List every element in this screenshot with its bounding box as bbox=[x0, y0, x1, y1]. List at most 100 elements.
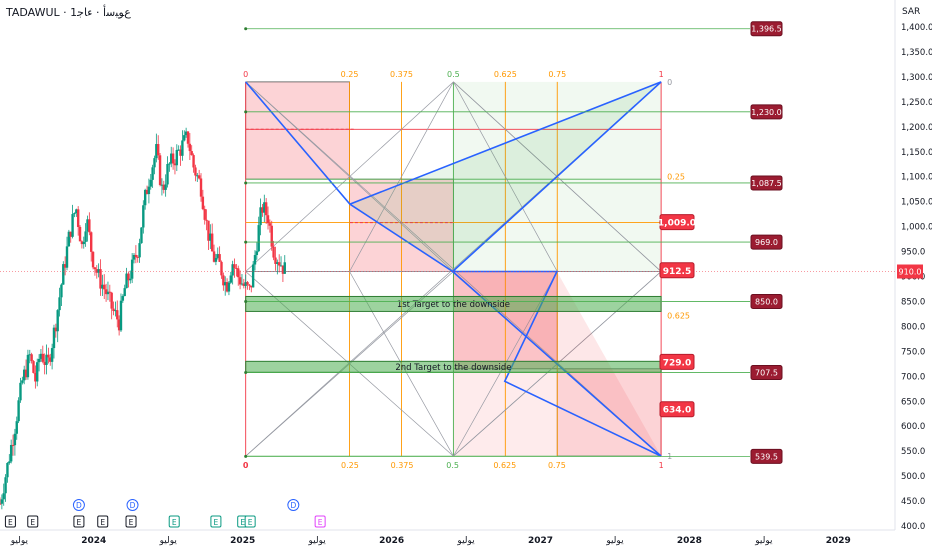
candle-body bbox=[199, 178, 203, 197]
currency-label: SAR bbox=[902, 7, 921, 17]
candle-body bbox=[240, 283, 244, 285]
candle-body bbox=[171, 153, 175, 164]
x-tick-label: يوليو bbox=[308, 536, 327, 546]
price-label-box bbox=[659, 353, 695, 370]
candle-body bbox=[179, 149, 182, 156]
fib-top-label: 0.375 bbox=[390, 70, 413, 79]
x-tick-label: 2028 bbox=[677, 536, 702, 546]
candle-body bbox=[158, 155, 162, 185]
candle-body bbox=[227, 282, 231, 292]
y-tick-label: 1,150.0 bbox=[901, 148, 932, 158]
price-label-text: 634.0 bbox=[663, 406, 691, 416]
candle-body bbox=[218, 254, 221, 262]
candle-body bbox=[170, 153, 173, 164]
y-tick-label: 1,200.0 bbox=[901, 123, 932, 133]
earnings-marker-letter: E bbox=[248, 518, 253, 527]
candle-body bbox=[261, 207, 264, 213]
earnings-marker-letter: E bbox=[214, 518, 219, 527]
candle-body bbox=[138, 243, 141, 258]
candle-body bbox=[196, 175, 199, 177]
candle-body bbox=[119, 300, 123, 331]
candle-body bbox=[24, 369, 28, 378]
target-zone bbox=[245, 295, 662, 312]
candle-body bbox=[15, 421, 18, 434]
candle-body bbox=[26, 354, 30, 378]
candle-body bbox=[255, 251, 259, 256]
price-label-text: 539.5 bbox=[755, 452, 778, 461]
candle-body bbox=[82, 241, 85, 245]
candle-body bbox=[101, 284, 104, 289]
price-label-box bbox=[750, 365, 783, 381]
dividend-marker-letter: D bbox=[130, 501, 136, 510]
candle-body bbox=[157, 144, 160, 156]
candle-body bbox=[233, 264, 236, 268]
earnings-marker bbox=[244, 515, 256, 528]
price-level-anchor bbox=[244, 371, 248, 375]
price-label-box bbox=[750, 175, 783, 191]
candle-body bbox=[229, 275, 232, 283]
fib-bottom-label: 0.375 bbox=[391, 461, 414, 470]
pattern-fill bbox=[349, 81, 662, 272]
candle-body bbox=[71, 214, 74, 237]
x-tick-label: يوليو bbox=[10, 536, 29, 546]
candle-body bbox=[58, 297, 61, 311]
candle-body bbox=[75, 209, 78, 213]
candle-body bbox=[235, 267, 238, 269]
candle-body bbox=[276, 262, 279, 264]
candle-body bbox=[76, 209, 80, 227]
candle-body bbox=[127, 273, 130, 281]
candle-body bbox=[93, 267, 97, 270]
candle-body bbox=[132, 254, 136, 260]
earnings-marker bbox=[168, 515, 180, 528]
price-label-box bbox=[750, 234, 783, 250]
harmonic-pattern bbox=[349, 203, 454, 273]
candle-body bbox=[205, 219, 208, 221]
candle-body bbox=[8, 461, 11, 463]
target-zone-label: 1st Target to the downside bbox=[397, 300, 510, 310]
price-level-anchor bbox=[244, 454, 248, 458]
earnings-marker-letter: E bbox=[240, 518, 245, 527]
candle-body bbox=[0, 503, 2, 505]
candle-body bbox=[91, 251, 95, 268]
earnings-marker bbox=[314, 515, 326, 528]
candle-body bbox=[63, 264, 67, 268]
earnings-marker-letter: E bbox=[129, 518, 134, 527]
candle-body bbox=[177, 149, 180, 151]
earnings-marker bbox=[73, 515, 85, 528]
candle-body bbox=[125, 273, 128, 289]
candle-body bbox=[49, 357, 52, 362]
candle-body bbox=[99, 269, 102, 289]
y-tick-label: 1,000.0 bbox=[901, 223, 932, 233]
candle-body bbox=[270, 225, 273, 247]
candle-body bbox=[268, 223, 272, 226]
x-tick-label: يوليو bbox=[159, 536, 178, 546]
candle-body bbox=[188, 143, 192, 152]
candle-body bbox=[69, 231, 72, 237]
candle-body bbox=[207, 220, 210, 241]
fan-line bbox=[245, 81, 454, 272]
candle-body bbox=[160, 184, 164, 186]
candle-body bbox=[173, 163, 177, 166]
candle-body bbox=[253, 255, 257, 265]
dividend-marker bbox=[287, 499, 300, 511]
candle-body bbox=[37, 358, 41, 363]
candle-body bbox=[117, 319, 121, 331]
candle-body bbox=[277, 262, 281, 266]
candle-body bbox=[263, 202, 266, 213]
candle-body bbox=[194, 167, 197, 176]
candle-body bbox=[151, 167, 154, 180]
fib-top-label: 0.25 bbox=[341, 70, 359, 79]
last-price-tag-text: 910.0 bbox=[899, 268, 922, 277]
dividend-marker-letter: D bbox=[76, 501, 82, 510]
last-price-tag bbox=[897, 264, 923, 279]
candle-body bbox=[145, 189, 149, 195]
candle-body bbox=[272, 246, 275, 258]
y-tick-label: 700.0 bbox=[901, 372, 925, 382]
candle-body bbox=[34, 372, 37, 382]
x-tick-label: يوليو bbox=[605, 536, 624, 546]
candle-body bbox=[155, 144, 158, 159]
candle-body bbox=[21, 380, 24, 383]
candle-body bbox=[36, 362, 39, 382]
